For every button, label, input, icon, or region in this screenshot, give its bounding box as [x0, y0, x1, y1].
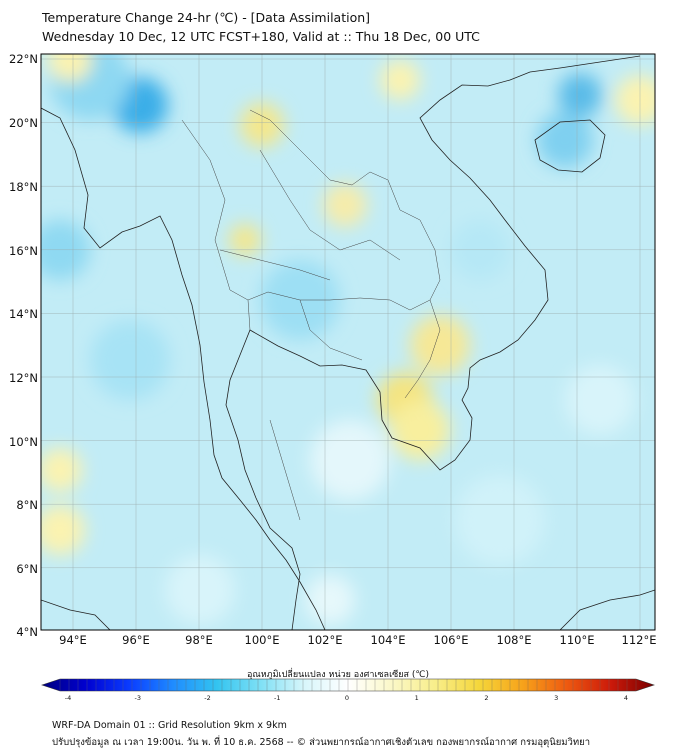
- field-anomaly: [537, 112, 593, 168]
- country-borders: [181, 109, 441, 521]
- lat-label: 10°N: [9, 435, 38, 449]
- lat-label: 14°N: [9, 307, 38, 321]
- colorbar-label: อุณหภูมิเปลี่ยนแปลง หน่วย องศาเซลเซียส (…: [246, 670, 430, 680]
- lat-label: 20°N: [9, 116, 38, 130]
- lat-label: 22°N: [9, 52, 38, 66]
- lon-label: 106°E: [433, 633, 469, 647]
- field-anomaly: [90, 320, 170, 400]
- lat-label: 18°N: [9, 180, 38, 194]
- lat-label: 16°N: [9, 244, 38, 258]
- field-anomaly: [305, 575, 355, 625]
- colorbar-tick-label: 4: [623, 694, 629, 702]
- lon-label: 110°E: [559, 633, 595, 647]
- coastlines: [41, 55, 655, 630]
- lat-label: 4°N: [16, 625, 38, 639]
- field-anomaly: [310, 420, 390, 500]
- field-anomaly: [41, 448, 82, 492]
- graticule: [41, 54, 655, 630]
- lat-label: 8°N: [16, 498, 38, 512]
- lon-label: 104°E: [370, 633, 406, 647]
- colorbar-tick-label: 1: [414, 694, 419, 702]
- field-anomaly: [323, 183, 367, 227]
- footer-model-info: WRF-DA Domain 01 :: Grid Resolution 9km …: [52, 720, 287, 731]
- footer-update-info: ปรับปรุงข้อมูล ณ เวลา 19:00น. วัน พ. ที่…: [52, 737, 591, 748]
- lon-label: 102°E: [307, 633, 343, 647]
- field-anomaly: [455, 475, 545, 565]
- map-subtitle: Wednesday 10 Dec, 12 UTC FCST+180, Valid…: [42, 29, 480, 44]
- field-anomaly: [410, 315, 470, 375]
- colorbar-tick-label: -1: [274, 694, 281, 702]
- field-anomaly: [165, 555, 235, 625]
- colorbar: [41, 678, 655, 692]
- lon-label: 94°E: [59, 633, 87, 647]
- field-anomaly: [380, 60, 420, 100]
- colorbar-tick-label: -3: [134, 694, 141, 702]
- colorbar-tick-label: -2: [204, 694, 211, 702]
- map-frame: [40, 53, 656, 631]
- lat-label: 6°N: [16, 562, 38, 576]
- colorbar-tick-label: -4: [64, 694, 72, 702]
- temperature-change-map: [40, 53, 656, 631]
- field-anomaly: [41, 505, 85, 555]
- lon-label: 96°E: [122, 633, 150, 647]
- field-anomaly: [558, 73, 602, 117]
- lon-label: 100°E: [244, 633, 280, 647]
- field-anomaly: [565, 365, 635, 435]
- lon-label: 108°E: [496, 633, 532, 647]
- lon-label: 112°E: [621, 633, 657, 647]
- field-anomaly: [390, 400, 450, 460]
- lon-label: 98°E: [185, 633, 213, 647]
- colorbar-tick-label: 0: [344, 694, 350, 702]
- lat-label: 12°N: [9, 371, 38, 385]
- map-title: Temperature Change 24-hr (℃) - [Data Ass…: [42, 10, 371, 25]
- colorbar-tick-label: 2: [484, 694, 489, 702]
- colorbar-tick-label: 3: [554, 694, 559, 702]
- field-anomaly: [229, 224, 261, 256]
- field-anomaly: [615, 75, 655, 125]
- field-anomaly: [48, 54, 92, 82]
